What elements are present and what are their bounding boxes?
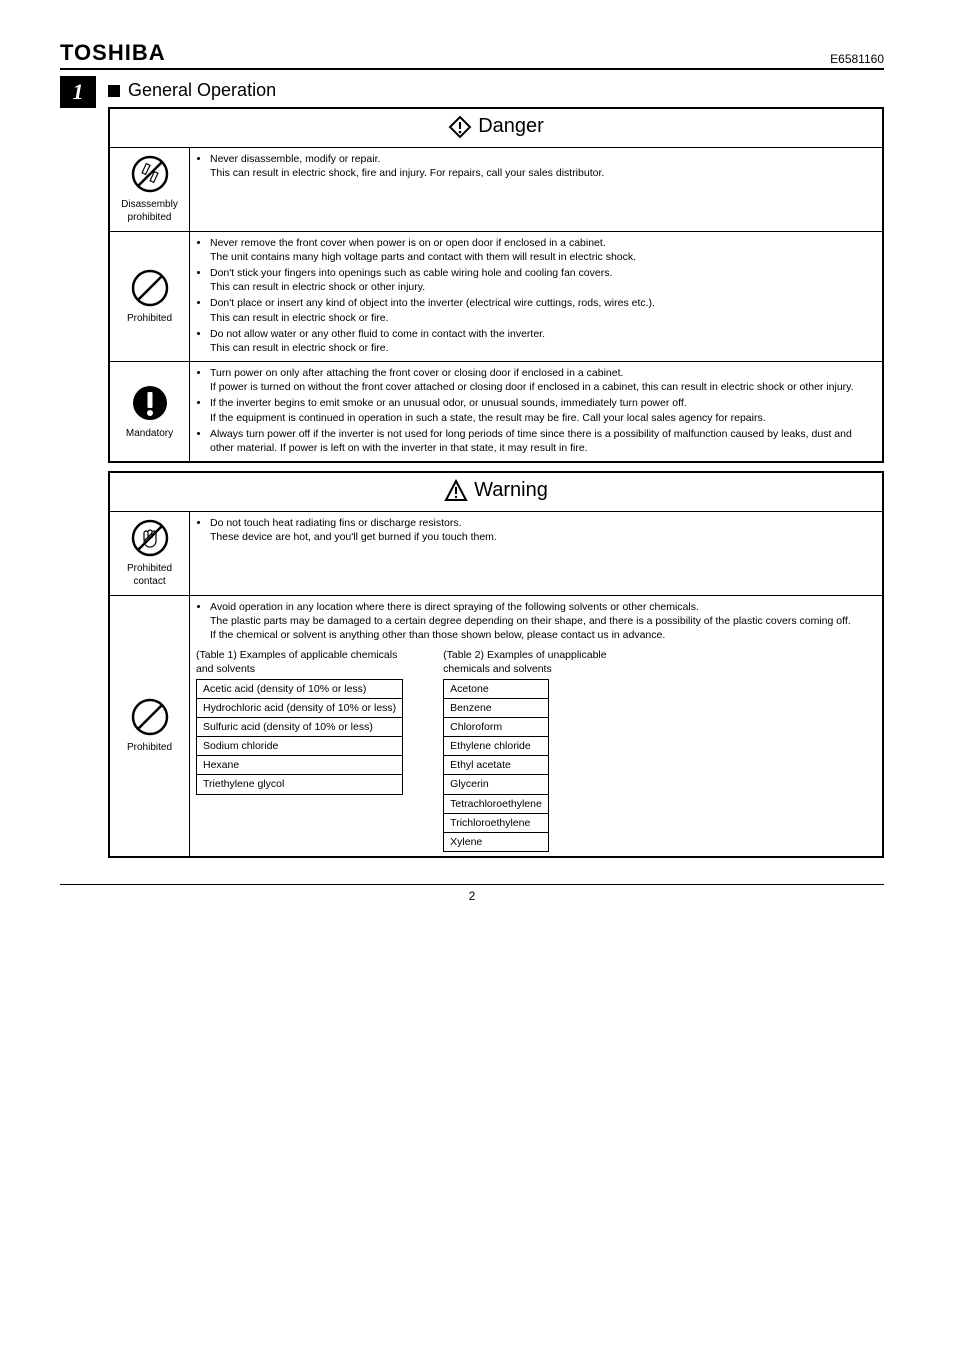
square-bullet-icon [108,85,120,97]
bullet-subtext: The plastic parts may be damaged to a ce… [210,614,876,642]
bullet-item: Never remove the front cover when power … [210,236,876,264]
bullet-subtext: This can result in electric shock or fir… [210,311,876,325]
bullet-item: Avoid operation in any location where th… [210,600,876,643]
section-title-text: General Operation [128,80,276,101]
danger-title: Danger [478,113,544,140]
bullet-item: Do not touch heat radiating fins or disc… [210,516,876,544]
bullet-item: If the inverter begins to emit smoke or … [210,396,876,424]
chem-cell: Glycerin [444,775,549,794]
chem-cell: Chloroform [444,717,549,736]
danger-box: Danger Disassembly prohibited Never disas… [108,107,884,463]
bullet-subtext: If power is turned on without the front … [210,380,876,394]
icon-label: Prohibited contact [112,562,187,589]
icon-cell: Mandatory [110,362,190,462]
icon-cell: Prohibited [110,231,190,361]
chem-cell: Acetone [444,679,549,698]
danger-icon [448,115,472,139]
table2-caption: (Table 2) Examples of unapplicable chemi… [443,648,606,676]
unapplicable-chemicals-table: AcetoneBenzeneChloroformEthylene chlorid… [443,679,549,853]
chem-cell: Trichloroethylene [444,813,549,832]
icon-label: Disassembly prohibited [112,198,187,225]
bullet-subtext: If the equipment is continued in operati… [210,411,876,425]
icon-label: Mandatory [112,427,187,441]
icon-label: Prohibited [112,741,187,755]
chem-cell: Acetic acid (density of 10% or less) [197,679,403,698]
chem-cell: Hydrochloric acid (density of 10% or les… [197,698,403,717]
text-cell: Do not touch heat radiating fins or disc… [190,511,883,595]
chem-cell: Benzene [444,698,549,717]
chem-cell: Ethylene chloride [444,737,549,756]
chapter-badge: 1 [60,76,96,108]
bullet-item: Don't stick your fingers into openings s… [210,266,876,294]
text-cell: Never disassemble, modify or repair.This… [190,147,883,231]
bullet-subtext: These device are hot, and you'll get bur… [210,530,876,544]
chem-cell: Triethylene glycol [197,775,403,794]
bullet-item: Never disassemble, modify or repair.This… [210,152,876,180]
icon-label: Prohibited [112,312,187,326]
warning-title: Warning [474,477,548,504]
chem-cell: Sulfuric acid (density of 10% or less) [197,717,403,736]
text-cell: Turn power on only after attaching the f… [190,362,883,462]
icon-cell: Prohibited contact [110,511,190,595]
page-number: 2 [60,884,884,903]
section-title: General Operation [108,80,884,101]
table1-caption: (Table 1) Examples of applicable chemica… [196,648,403,676]
bullet-subtext: The unit contains many high voltage part… [210,250,876,264]
bullet-item: Do not allow water or any other fluid to… [210,327,876,355]
bullet-item: Don't place or insert any kind of object… [210,296,876,324]
chem-cell: Hexane [197,756,403,775]
bullet-item: Turn power on only after attaching the f… [210,366,876,394]
bullet-subtext: This can result in electric shock, fire … [210,166,876,180]
chem-cell: Xylene [444,832,549,851]
warning-box: Warning Prohibited contact Do not touch h… [108,471,884,858]
chem-cell: Ethyl acetate [444,756,549,775]
applicable-chemicals-table: Acetic acid (density of 10% or less)Hydr… [196,679,403,795]
bullet-subtext: This can result in electric shock or fir… [210,341,876,355]
text-cell: Avoid operation in any location where th… [190,595,883,856]
icon-cell: Disassembly prohibited [110,147,190,231]
text-cell: Never remove the front cover when power … [190,231,883,361]
icon-cell: Prohibited [110,595,190,856]
warning-icon [444,479,468,503]
chem-cell: Tetrachloroethylene [444,794,549,813]
brand-logo: TOSHIBA [60,40,166,66]
chem-cell: Sodium chloride [197,737,403,756]
bullet-subtext: This can result in electric shock or oth… [210,280,876,294]
bullet-item: Always turn power off if the inverter is… [210,427,876,455]
doc-number: E6581160 [830,52,884,66]
chemical-tables: (Table 1) Examples of applicable chemica… [196,648,876,852]
